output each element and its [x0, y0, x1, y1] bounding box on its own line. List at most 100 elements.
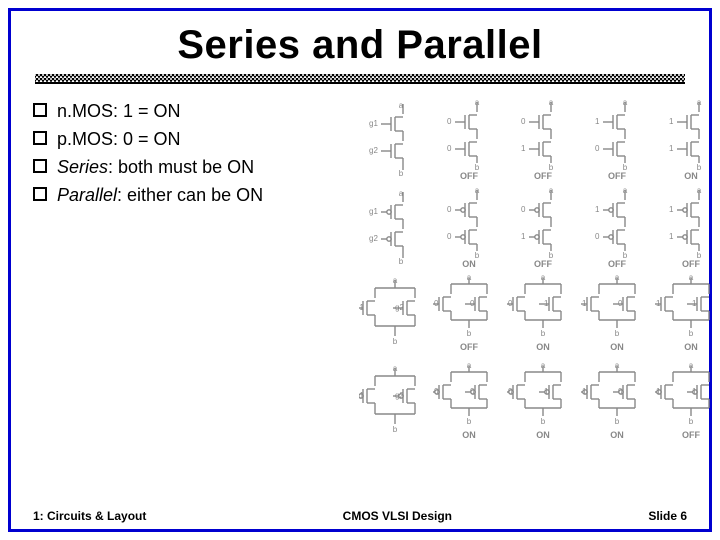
svg-text:g2: g2 [369, 234, 378, 243]
svg-text:OFF: OFF [460, 171, 478, 180]
svg-text:g2: g2 [369, 146, 378, 155]
bullet-list: n.MOS: 1 = ONp.MOS: 0 = ON Series: both m… [29, 98, 349, 478]
svg-text:b: b [399, 257, 404, 266]
svg-text:a: a [467, 274, 472, 282]
slide-frame: Series and Parallel n.MOS: 1 = ONp.MOS: … [8, 8, 712, 532]
svg-text:1: 1 [669, 144, 674, 153]
footer-center: CMOS VLSI Design [343, 509, 452, 523]
bullet-post: : both must be ON [108, 157, 254, 177]
svg-text:ON: ON [462, 430, 476, 440]
svg-text:a: a [623, 186, 628, 195]
svg-text:0: 0 [470, 387, 475, 396]
svg-text:b: b [689, 417, 694, 426]
case-parallel-p-2: a 1 0 b ON [581, 362, 653, 444]
bullet-pre: n.MOS: [57, 101, 123, 121]
schematic-series-p: a bg1g2 [359, 186, 431, 268]
svg-text:b: b [393, 337, 398, 346]
checkbox-icon [33, 187, 47, 201]
svg-text:OFF: OFF [608, 171, 626, 180]
checkbox-icon [33, 103, 47, 117]
svg-text:1: 1 [544, 299, 549, 308]
case-series-p-1: a 0 1 b OFF [507, 186, 579, 268]
svg-text:0: 0 [434, 387, 439, 396]
svg-text:a: a [541, 362, 546, 370]
slide: Series and Parallel n.MOS: 1 = ONp.MOS: … [0, 0, 720, 540]
bullet-item: n.MOS: 1 = ON [33, 98, 349, 126]
svg-text:a: a [475, 186, 480, 195]
svg-text:g2: g2 [395, 391, 404, 400]
svg-text:g1: g1 [359, 391, 364, 400]
svg-text:0: 0 [447, 144, 452, 153]
svg-text:1: 1 [521, 232, 526, 241]
svg-text:a: a [399, 101, 404, 110]
svg-text:g2: g2 [395, 303, 404, 312]
case-parallel-p-1: a 0 1 b ON [507, 362, 579, 444]
case-series-n-1: a 0 1 b OFF [507, 98, 579, 180]
svg-text:0: 0 [595, 232, 600, 241]
schematic-parallel-n: a b g1 g2 [359, 274, 431, 356]
slide-body: n.MOS: 1 = ONp.MOS: 0 = ON Series: both m… [29, 98, 691, 478]
case-parallel-n-3: a 1 1 b ON [655, 274, 720, 356]
bullet-post: 0 = ON [123, 129, 181, 149]
case-series-p-2: a 1 0 b OFF [581, 186, 653, 268]
svg-text:g1: g1 [369, 207, 378, 216]
svg-text:0: 0 [595, 144, 600, 153]
case-parallel-p-3: a 1 1 b OFF [655, 362, 720, 444]
case-series-n-3: a 1 1 b ON [655, 98, 720, 180]
svg-text:a: a [623, 98, 628, 107]
svg-text:b: b [541, 329, 546, 338]
svg-text:a: a [549, 98, 554, 107]
svg-text:ON: ON [684, 171, 698, 180]
case-series-n-0: a 0 0 b OFF [433, 98, 505, 180]
schematic-parallel-p: a b g1 g2 [359, 362, 431, 444]
svg-text:0: 0 [521, 117, 526, 126]
svg-text:0: 0 [618, 387, 623, 396]
svg-text:a: a [541, 274, 546, 282]
svg-text:1: 1 [669, 232, 674, 241]
svg-text:a: a [697, 186, 702, 195]
svg-text:a: a [689, 362, 694, 370]
svg-text:1: 1 [692, 299, 697, 308]
footer-left: 1: Circuits & Layout [33, 509, 146, 523]
case-series-p-0: a 0 0 b ON [433, 186, 505, 268]
schematic-series-n: a bg1g2 [359, 98, 431, 180]
bullet-post: : either can be ON [117, 185, 263, 205]
svg-text:1: 1 [656, 387, 661, 396]
diagram-grid: a bg1g2 a 0 0 b OFF a 0 1 b OFF [359, 98, 720, 478]
case-parallel-n-0: a 0 0 b OFF [433, 274, 505, 356]
title-rule [29, 74, 691, 84]
bullet-item: p.MOS: 0 = ON [33, 126, 349, 154]
slide-title: Series and Parallel [29, 23, 691, 68]
bullet-pre: Series [57, 157, 108, 177]
svg-text:0: 0 [521, 205, 526, 214]
bullet-item: Parallel: either can be ON [33, 182, 349, 210]
svg-text:a: a [689, 274, 694, 282]
svg-text:a: a [393, 364, 398, 373]
svg-text:a: a [393, 276, 398, 285]
svg-text:a: a [615, 362, 620, 370]
bullet-pre: Parallel [57, 185, 117, 205]
svg-text:ON: ON [536, 430, 550, 440]
svg-text:1: 1 [544, 387, 549, 396]
svg-text:1: 1 [692, 387, 697, 396]
svg-text:1: 1 [582, 387, 587, 396]
slide-footer: 1: Circuits & Layout CMOS VLSI Design Sl… [11, 509, 709, 523]
svg-text:a: a [475, 98, 480, 107]
svg-text:OFF: OFF [682, 259, 700, 268]
svg-text:0: 0 [447, 117, 452, 126]
svg-text:OFF: OFF [460, 342, 478, 352]
svg-text:b: b [467, 417, 472, 426]
svg-text:OFF: OFF [608, 259, 626, 268]
svg-text:a: a [549, 186, 554, 195]
svg-text:b: b [467, 329, 472, 338]
svg-text:a: a [615, 274, 620, 282]
case-series-n-2: a 1 0 b OFF [581, 98, 653, 180]
svg-text:0: 0 [618, 299, 623, 308]
svg-text:b: b [615, 329, 620, 338]
checkbox-icon [33, 131, 47, 145]
svg-text:b: b [541, 417, 546, 426]
svg-text:0: 0 [434, 299, 439, 308]
svg-text:OFF: OFF [682, 430, 700, 440]
svg-text:ON: ON [462, 259, 476, 268]
svg-text:0: 0 [508, 387, 513, 396]
